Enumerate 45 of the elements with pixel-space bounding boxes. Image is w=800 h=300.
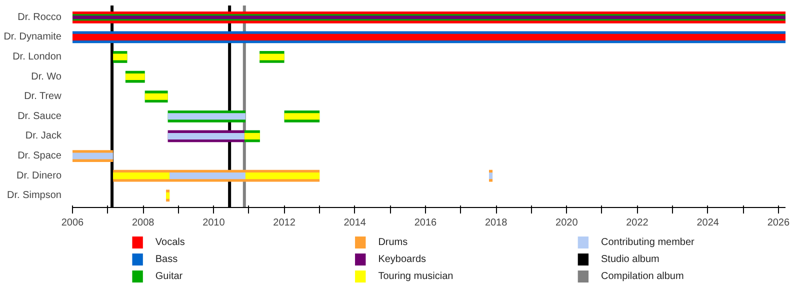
y-tick-label: Dr. London: [12, 51, 62, 62]
bar: [72, 34, 786, 40]
bar: [166, 192, 170, 199]
x-tick-label: 2006: [61, 218, 84, 228]
bar: [72, 152, 114, 160]
y-tick-label: Dr. Jack: [25, 130, 62, 142]
x-tick-label: 2008: [132, 218, 155, 228]
y-tick-label: Dr. Wo: [31, 71, 62, 82]
bar: [168, 113, 246, 120]
bar: [170, 172, 246, 180]
bar: [284, 113, 320, 120]
bar: [489, 172, 493, 180]
x-tick-label: 2026: [767, 218, 790, 228]
bar: [244, 132, 260, 140]
legend-label: Bass: [155, 254, 178, 265]
y-tick-label: Dr. Dynamite: [4, 32, 62, 43]
x-tick-label: 2010: [202, 218, 226, 228]
bar: [113, 172, 170, 180]
y-tick-label: Dr. Dinero: [16, 170, 62, 182]
y-tick-label: Dr. Space: [18, 150, 62, 162]
x-tick-label: 2022: [626, 218, 649, 228]
y-tick-label: Dr. Rocco: [18, 12, 62, 23]
x-tick-label: 2016: [414, 218, 438, 228]
y-tick-label: Dr. Simpson: [7, 190, 62, 202]
bar: [168, 132, 244, 140]
legend-label: Touring musician: [378, 271, 454, 282]
legend-label: Vocals: [155, 237, 185, 248]
legend-label: Compilation album: [601, 271, 684, 282]
x-tick-label: 2018: [484, 218, 508, 228]
y-tick-label: Dr. Sauce: [18, 110, 62, 122]
legend-label: Studio album: [601, 254, 660, 265]
legend-label: Contributing member: [601, 237, 696, 248]
x-tick-label: 2024: [696, 218, 720, 228]
bar: [245, 172, 320, 180]
legend-label: Drums: [378, 237, 408, 248]
bar: [113, 54, 128, 60]
bar: [260, 54, 284, 60]
x-tick-label: 2020: [556, 218, 578, 228]
legend-label: Guitar: [155, 271, 184, 282]
bar: [144, 93, 168, 100]
x-tick-label: 2014: [344, 218, 366, 228]
x-tick-label: 2012: [273, 218, 296, 228]
legend-label: Keyboards: [378, 254, 426, 265]
y-tick-label: Dr. Trew: [24, 91, 62, 102]
bar: [125, 74, 145, 80]
